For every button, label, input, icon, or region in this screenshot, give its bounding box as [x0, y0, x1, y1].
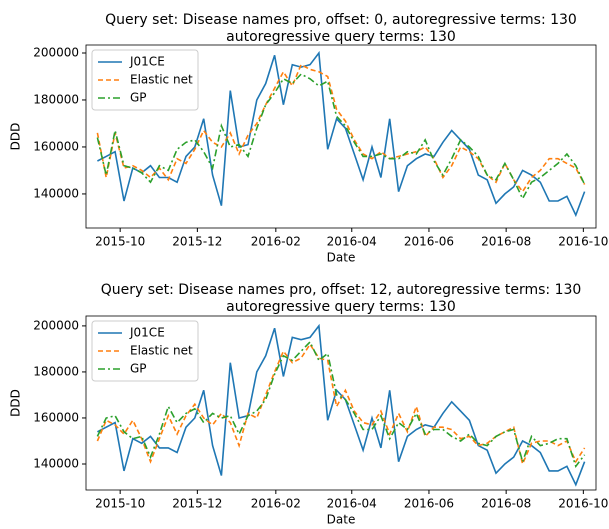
title-line: autoregressive query terms: 130: [226, 299, 456, 315]
legend-label: Elastic net: [130, 73, 193, 87]
x-tick-label: 2016-06: [404, 235, 454, 249]
x-axis-label: Date: [327, 513, 356, 527]
legend-label: J01CE: [129, 55, 165, 69]
y-axis-label: DDD: [9, 123, 23, 151]
y-tick-label: 160000: [33, 139, 79, 153]
legend-label: J01CE: [129, 326, 165, 340]
title-line: Query set: Disease names pro, offset: 0,…: [105, 12, 577, 28]
title-line: autoregressive query terms: 130: [226, 29, 456, 45]
title-line: Query set: Disease names pro, offset: 12…: [101, 282, 582, 298]
y-tick-label: 140000: [33, 186, 79, 200]
legend-box: [91, 320, 199, 382]
legend-label: Elastic net: [130, 344, 193, 358]
x-tick-label: 2016-06: [404, 497, 454, 511]
x-tick-label: 2016-10: [558, 235, 608, 249]
chart-title: Query set: Disease names pro, offset: 0,…: [105, 12, 577, 45]
series-line: [97, 323, 586, 487]
y-axis-label: DDD: [9, 389, 23, 417]
legend-box: [91, 49, 199, 111]
y-tick-label: 180000: [33, 92, 79, 106]
x-tick-label: 2016-10: [558, 497, 608, 511]
y-tick-label: 160000: [33, 410, 79, 424]
x-tick-label: 2016-02: [251, 497, 301, 511]
x-tick-label: 2016-04: [327, 497, 377, 511]
plot-frame: [85, 44, 597, 229]
x-tick-label: 2015-10: [95, 235, 145, 249]
series-line: [97, 50, 586, 218]
x-tick-label: 2015-12: [172, 497, 222, 511]
y-tick-label: 180000: [33, 364, 79, 378]
plot-frame: [85, 315, 597, 491]
y-tick-label: 200000: [33, 318, 79, 332]
y-tick-label: 200000: [33, 45, 79, 59]
y-tick-label: 140000: [33, 456, 79, 470]
x-tick-label: 2015-12: [172, 235, 222, 249]
x-axis-label: Date: [327, 251, 356, 265]
x-tick-label: 2016-08: [481, 235, 531, 249]
legend-label: GP: [130, 91, 147, 105]
chart-title: Query set: Disease names pro, offset: 12…: [101, 282, 582, 315]
x-tick-label: 2016-02: [251, 235, 301, 249]
x-tick-label: 2016-08: [481, 497, 531, 511]
series-line: [96, 73, 586, 201]
x-tick-label: 2016-04: [327, 235, 377, 249]
x-tick-label: 2015-10: [95, 497, 145, 511]
legend-label: GP: [130, 362, 147, 376]
series-line: [96, 340, 586, 468]
